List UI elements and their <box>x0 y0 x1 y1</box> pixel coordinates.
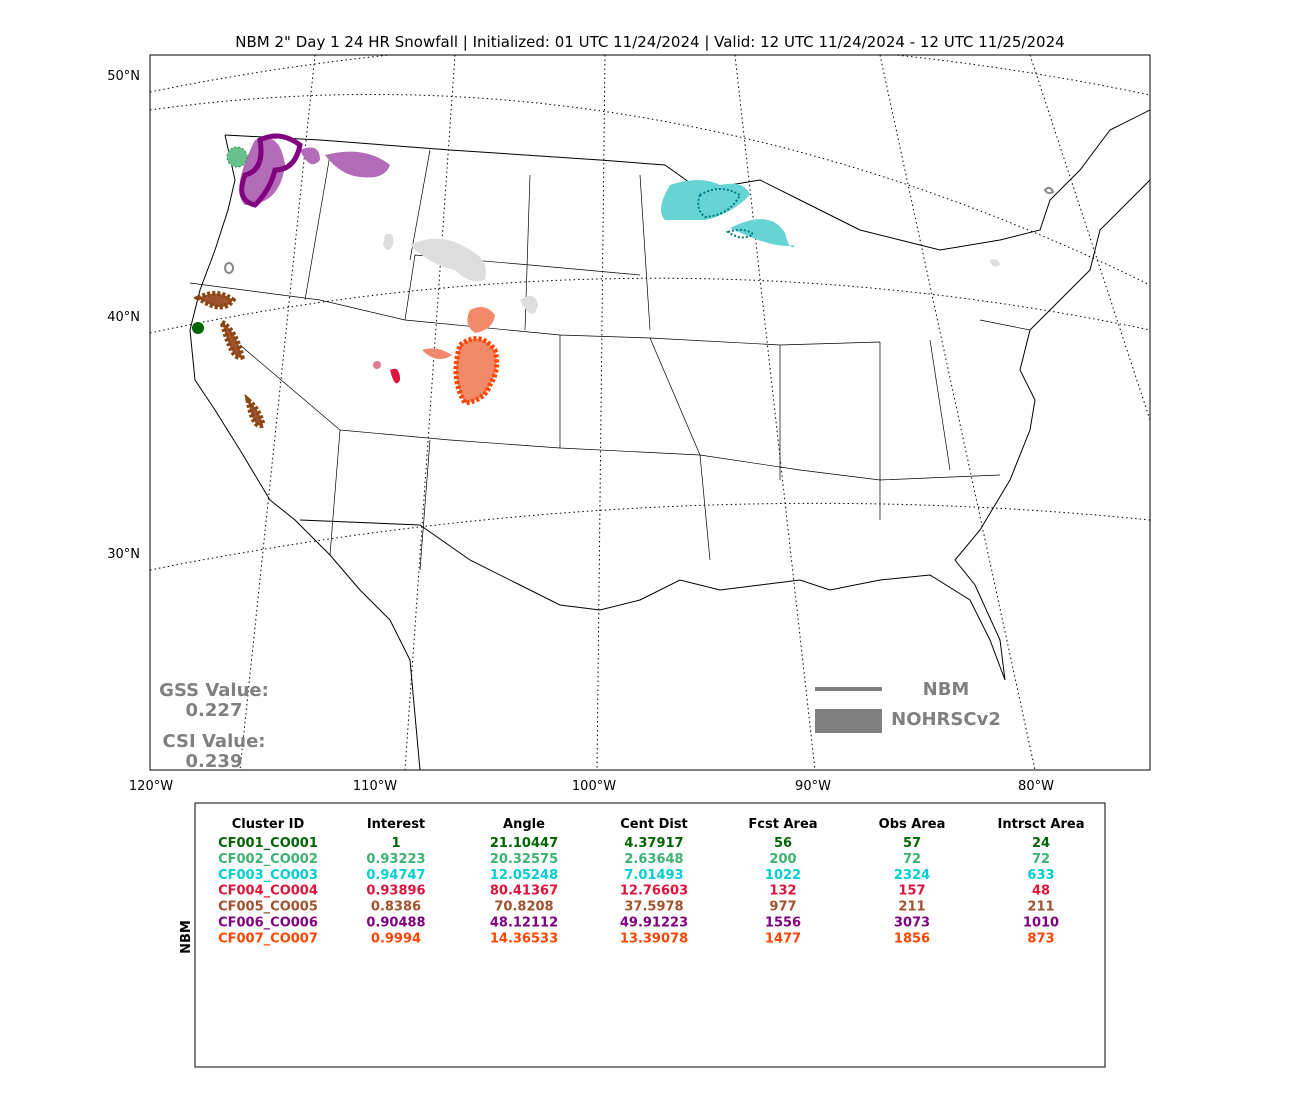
lat-label: 50°N <box>107 69 140 84</box>
table-cell: 1010 <box>1023 916 1059 931</box>
table-cell: 56 <box>774 836 792 851</box>
table-cell: 7.01493 <box>624 868 683 883</box>
table-cell: 49.91223 <box>620 916 688 931</box>
legend-label: NOHRSCv2 <box>891 709 1001 730</box>
column-header: Interest <box>367 817 425 832</box>
lon-label: 120°W <box>129 779 173 794</box>
table-cell: 132 <box>769 884 796 899</box>
table-cell: 3073 <box>894 916 930 931</box>
lon-label: 80°W <box>1018 779 1054 794</box>
table-cell: 12.76603 <box>620 884 688 899</box>
lat-label: 40°N <box>107 310 140 325</box>
legend-swatch <box>815 709 882 733</box>
graticule <box>1029 55 1150 421</box>
column-header: Obs Area <box>879 817 946 832</box>
table-cell: 48.12112 <box>490 916 558 931</box>
score-label: CSI Value: <box>163 731 266 752</box>
table-cell: 1 <box>391 836 400 851</box>
table-cell: 80.41367 <box>490 884 558 899</box>
table-cell: 1856 <box>894 931 930 946</box>
score-value: 0.227 <box>186 700 243 721</box>
table-cell: CF007_CO007 <box>218 931 318 946</box>
lon-label: 90°W <box>795 779 831 794</box>
table-cell: 37.5978 <box>624 900 683 915</box>
table-cell: 4.37917 <box>624 836 683 851</box>
table-cell: 1556 <box>765 916 801 931</box>
table-cell: 211 <box>898 900 925 915</box>
column-header: Fcst Area <box>748 817 817 832</box>
table-cell: CF006_CO006 <box>218 916 318 931</box>
stats-table: NBM Cluster ID Interest Angle Cent Dist Fcst… <box>179 802 1106 1068</box>
lon-label: 100°W <box>572 779 616 794</box>
column-header: Intrsct Area <box>998 817 1085 832</box>
table-cell: 14.36533 <box>490 931 558 946</box>
table-cell: 0.8386 <box>371 900 421 915</box>
table-cell: 211 <box>1027 900 1054 915</box>
table-cell: 20.32575 <box>490 852 558 867</box>
table-frame <box>194 802 1106 1068</box>
table-cell: 0.94747 <box>366 868 425 883</box>
column-header: Angle <box>503 817 545 832</box>
table-cell: 12.05248 <box>490 868 558 883</box>
graticule <box>239 55 316 770</box>
lat-label: 30°N <box>107 547 140 562</box>
table-cell: 1022 <box>765 868 801 883</box>
table-cell: 57 <box>903 836 921 851</box>
table-cell: 2.63648 <box>624 852 683 867</box>
table-cell: 0.93223 <box>366 852 425 867</box>
table-cell: CF005_CO005 <box>218 900 318 915</box>
table-cell: 977 <box>769 900 796 915</box>
score-value: 0.239 <box>186 751 243 772</box>
map-frame <box>149 54 1151 771</box>
column-header: Cluster ID <box>232 817 305 832</box>
graticule <box>879 55 1036 770</box>
table-cell: CF001_CO001 <box>218 836 318 851</box>
table-cell: 200 <box>769 852 796 867</box>
table-cell: CF003_CO003 <box>218 868 318 883</box>
table-cell: 633 <box>1027 868 1054 883</box>
table-cell: 157 <box>898 884 925 899</box>
table-cell: 0.9994 <box>371 931 421 946</box>
legend-label: NBM <box>923 679 970 700</box>
clusters <box>192 133 1055 429</box>
column-header: Cent Dist <box>620 817 688 832</box>
table-cell: CF004_CO004 <box>218 884 318 899</box>
scores: GSS Value: 0.227 CSI Value: 0.239 <box>159 680 269 772</box>
table-cell: 72 <box>1032 852 1050 867</box>
table-cell: 1477 <box>765 931 801 946</box>
table-side-label: NBM <box>179 920 194 954</box>
table-cell: 70.8208 <box>494 900 553 915</box>
score-label: GSS Value: <box>159 680 269 701</box>
graticule <box>150 502 1150 571</box>
table-cell: 24 <box>1032 836 1050 851</box>
table-cell: 21.10447 <box>490 836 558 851</box>
map: NBM NOHRSCv2 GSS Value: 0.227 CSI Value:… <box>107 54 1151 794</box>
table-cell: CF002_CO002 <box>218 852 318 867</box>
legend: NBM NOHRSCv2 <box>815 679 1001 733</box>
table-cell: 873 <box>1027 931 1054 946</box>
table-cell: 2324 <box>894 868 930 883</box>
table-cell: 13.39078 <box>620 931 688 946</box>
graticule <box>734 55 816 770</box>
table-cell: 72 <box>903 852 921 867</box>
table-cell: 0.93896 <box>366 884 425 899</box>
table-cell: 48 <box>1032 884 1050 899</box>
table-cell: 0.90488 <box>366 916 425 931</box>
lon-label: 110°W <box>353 779 397 794</box>
title: NBM 2" Day 1 24 HR Snowfall | Initialize… <box>235 33 1064 51</box>
